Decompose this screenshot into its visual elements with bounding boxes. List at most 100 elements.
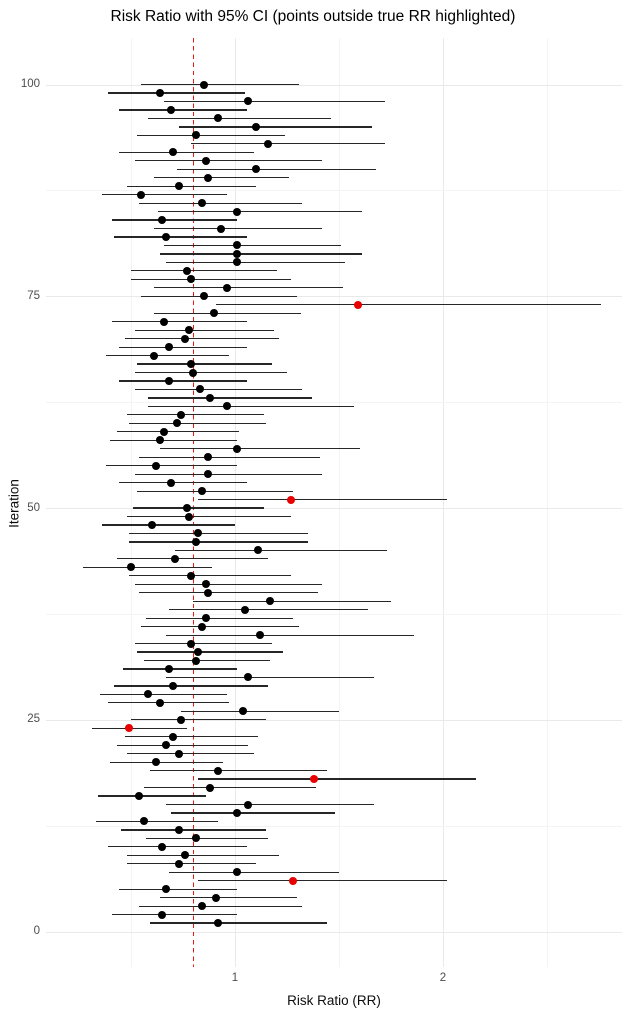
data-point <box>172 419 181 428</box>
data-point <box>222 402 231 411</box>
data-point <box>239 707 248 716</box>
data-point <box>187 639 196 648</box>
data-point <box>197 199 206 208</box>
data-point <box>174 859 183 868</box>
data-point-outlier <box>310 775 318 783</box>
ci-line <box>124 338 279 340</box>
data-point <box>264 139 273 148</box>
data-point <box>162 885 171 894</box>
y-major-gridline <box>46 84 622 86</box>
data-point <box>160 317 169 326</box>
data-point <box>170 554 179 563</box>
data-point <box>158 910 167 919</box>
data-point <box>191 656 200 665</box>
y-tick-label: 50 <box>27 501 40 514</box>
ci-line <box>116 431 240 433</box>
data-point <box>127 563 135 572</box>
y-minor-gridline <box>46 190 622 192</box>
ci-line <box>147 117 331 120</box>
ci-line <box>139 592 319 594</box>
ci-line <box>129 575 292 577</box>
ci-line <box>139 456 321 458</box>
ci-line <box>153 177 290 179</box>
ci-line <box>141 83 300 86</box>
ci-line <box>118 151 254 153</box>
data-point <box>158 216 167 224</box>
data-point <box>233 207 242 216</box>
ci-line <box>135 473 323 475</box>
data-point <box>199 292 208 301</box>
ci-line <box>166 261 346 264</box>
data-point <box>156 89 165 97</box>
ci-line <box>145 837 269 839</box>
ci-line <box>174 549 387 552</box>
data-point <box>183 504 192 512</box>
data-point <box>168 732 177 741</box>
x-minor-gridline <box>339 38 340 967</box>
ci-line <box>126 185 256 187</box>
data-point <box>210 309 219 318</box>
ci-line <box>141 626 300 628</box>
ci-line <box>110 761 223 763</box>
y-tick-label: 75 <box>27 289 40 302</box>
ci-line <box>133 507 265 509</box>
plot-panel <box>46 38 622 967</box>
data-point <box>193 529 202 538</box>
y-minor-gridline <box>46 402 622 404</box>
ci-line <box>160 897 298 899</box>
ci-line <box>176 168 377 170</box>
data-point <box>166 105 175 114</box>
data-point <box>233 249 242 258</box>
ci-line <box>131 719 267 721</box>
ci-line <box>112 219 238 221</box>
y-major-gridline <box>46 508 622 509</box>
data-point <box>243 800 252 809</box>
y-tick-label: 0 <box>33 925 40 937</box>
ci-line <box>108 92 246 94</box>
data-point <box>177 715 185 724</box>
data-point <box>201 156 210 165</box>
true-rr-dashed-line <box>192 38 195 967</box>
ci-line <box>164 244 342 247</box>
data-point <box>197 902 206 911</box>
data-point <box>251 122 260 131</box>
ci-line <box>178 126 373 128</box>
ci-line <box>126 515 292 518</box>
data-point <box>204 453 212 462</box>
y-major-gridline <box>46 719 622 721</box>
ci-line <box>83 566 213 568</box>
data-point <box>187 571 196 580</box>
data-point <box>177 410 185 419</box>
data-point <box>204 470 212 479</box>
data-point <box>233 444 242 453</box>
data-point <box>214 919 223 927</box>
ci-line <box>118 482 248 484</box>
ci-line <box>118 346 248 348</box>
data-point <box>164 377 173 385</box>
data-point-outlier <box>353 300 362 309</box>
data-point <box>191 834 200 843</box>
data-point <box>147 520 156 529</box>
ci-line <box>216 304 601 306</box>
x-tick-label: 2 <box>439 972 447 984</box>
ci-line <box>160 253 362 255</box>
data-point <box>162 741 171 750</box>
data-point-outlier <box>287 495 296 504</box>
data-point <box>206 393 215 402</box>
data-point <box>137 190 146 199</box>
data-point <box>204 173 212 182</box>
ci-line <box>110 439 238 441</box>
data-point <box>168 148 177 157</box>
data-point <box>201 614 210 623</box>
data-point <box>139 817 148 826</box>
data-point <box>149 351 158 360</box>
data-point <box>164 343 173 352</box>
ci-line <box>129 422 267 424</box>
ci-line <box>124 736 258 738</box>
ci-line <box>149 922 327 924</box>
data-point <box>233 808 242 817</box>
ci-line <box>135 388 302 391</box>
x-minor-gridline <box>546 38 548 967</box>
data-point <box>187 275 196 284</box>
data-point <box>214 766 223 775</box>
